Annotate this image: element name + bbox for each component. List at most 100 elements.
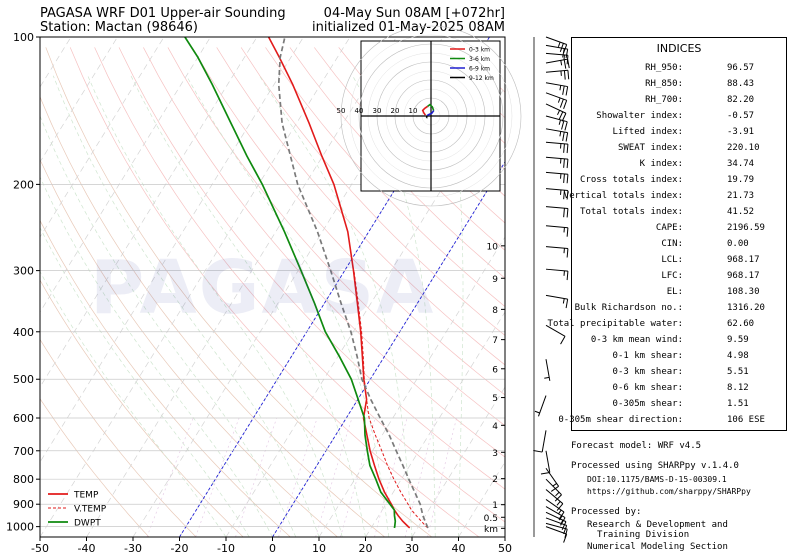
index-row: 0-305m shear: 1.51 [572, 399, 786, 415]
mixing-ratio-line [404, 417, 437, 537]
index-row: Lifted index: -3.91 [572, 127, 786, 143]
hodograph-ring-label: 40 [355, 107, 364, 115]
isotherm [86, 37, 397, 537]
height-tick-label: 10 [487, 242, 499, 252]
x-tick-label: 50 [498, 542, 512, 555]
moist-adiabat [259, 75, 413, 537]
height-tick-label: 9 [492, 275, 498, 285]
wind-barb [545, 92, 568, 109]
index-value: 62.60 [727, 319, 755, 329]
index-value: 106 ESE [727, 415, 765, 425]
wind-barb-feather [559, 43, 564, 52]
index-row: LFC: 968.17 [572, 271, 786, 287]
wind-barb [533, 430, 547, 453]
index-value: 2196.59 [727, 223, 765, 233]
wind-barb-feather [555, 491, 560, 497]
index-value: 108.30 [727, 287, 760, 297]
index-label: RH_850: [645, 79, 683, 89]
wind-barb-staff [545, 206, 568, 209]
index-label: RH_950: [645, 63, 683, 73]
dry-adiabat [40, 158, 338, 537]
wind-barb [545, 268, 569, 281]
hodograph-ring-minor [349, 34, 513, 198]
wind-barb-feather [559, 98, 564, 108]
height-tick-label: 0.5 [484, 514, 498, 524]
hodograph-ring-label: 50 [337, 107, 346, 115]
moist-adiabat [40, 226, 250, 537]
index-value: 19.79 [727, 175, 755, 185]
dry-adiabat [143, 47, 505, 458]
index-row: 0-6 km shear: 8.12 [572, 383, 786, 399]
wind-barb-staff [545, 294, 568, 300]
index-row: RH_700: 82.20 [572, 95, 786, 111]
index-label: CAPE: [655, 223, 683, 233]
x-tick-label: 0 [269, 542, 276, 555]
index-label: Total precipitable water: [547, 319, 683, 329]
wind-barb-staff [545, 506, 566, 519]
wind-barb [545, 526, 568, 543]
wind-barb [545, 115, 568, 131]
isotherm [40, 37, 258, 388]
indices-title: INDICES [656, 42, 702, 55]
y-tick-label: 800 [13, 473, 34, 486]
wind-barb-feather [562, 298, 565, 304]
wind-barb-feather [565, 132, 569, 142]
moist-adiabat [40, 115, 297, 537]
hodograph-legend-label: 3-6 km [469, 56, 490, 63]
index-label: Showalter index: [596, 111, 683, 121]
isotherm [40, 37, 72, 88]
hodograph-ring-label: 20 [391, 107, 400, 115]
wind-barb [544, 359, 551, 381]
wind-barb-feather [556, 501, 561, 506]
org-line-2: Training Division [597, 530, 690, 540]
index-label: 0-3 km mean wind: [590, 335, 683, 345]
index-label: 0-3 km shear: [612, 367, 683, 377]
dry-adiabat [40, 219, 291, 537]
org-line-3: Numerical Modeling Section [587, 542, 728, 552]
hodograph-legend-label: 0-3 km [469, 47, 490, 54]
wind-barb-staff [545, 489, 564, 505]
x-tick-label: 20 [359, 542, 373, 555]
index-value: 4.98 [727, 351, 749, 361]
wind-barb-feather [563, 143, 565, 153]
wind-barb-feather [534, 410, 540, 414]
wind-barb [545, 324, 566, 345]
height-tick-label: km [484, 525, 498, 535]
valid-time: 04-May Sun 08AM [+072hr] [323, 6, 505, 21]
index-value: 88.43 [727, 79, 755, 89]
wind-barb-feather [563, 208, 565, 218]
wind-barb-feather [558, 111, 564, 121]
isotherm [40, 37, 211, 313]
dry-adiabat [167, 47, 505, 427]
indices-panel: INDICES RH_950: 96.57 RH_850: 88.43 RH_700: 8… [548, 37, 787, 431]
wind-barb-feather [565, 86, 569, 96]
wind-barb-feather [564, 121, 568, 131]
index-label: 0-305m shear: [612, 399, 683, 409]
wind-barb [545, 69, 570, 80]
wind-barb-feather [556, 503, 564, 511]
wind-barb-staff [545, 359, 551, 381]
wind-barb-staff [545, 44, 568, 50]
dry-adiabat [40, 398, 150, 537]
index-label: Bulk Richardson no.: [574, 303, 683, 313]
wind-barb-feather [566, 208, 569, 218]
wind-barb-feather [566, 190, 569, 200]
wind-barb-feather [563, 158, 565, 168]
x-tick-label: 10 [312, 542, 326, 555]
index-value: 0.00 [727, 239, 749, 249]
wind-barb-feather [566, 248, 569, 258]
height-tick-label: 5 [492, 394, 498, 404]
series-parcel-line [277, 37, 429, 529]
x-tick-label: -30 [124, 542, 142, 555]
station-label: Station: Mactan (98646) [40, 20, 198, 35]
index-row: RH_850: 88.43 [572, 79, 786, 95]
index-value: 21.73 [727, 191, 755, 201]
index-value: 34.74 [727, 159, 755, 169]
index-row: 0-1 km shear: 4.98 [572, 351, 786, 367]
index-value: 968.17 [727, 255, 760, 265]
index-value: 5.51 [727, 367, 749, 377]
wind-barb-feather [550, 485, 559, 492]
index-value: 1316.20 [727, 303, 765, 313]
index-value: 9.59 [727, 335, 749, 345]
